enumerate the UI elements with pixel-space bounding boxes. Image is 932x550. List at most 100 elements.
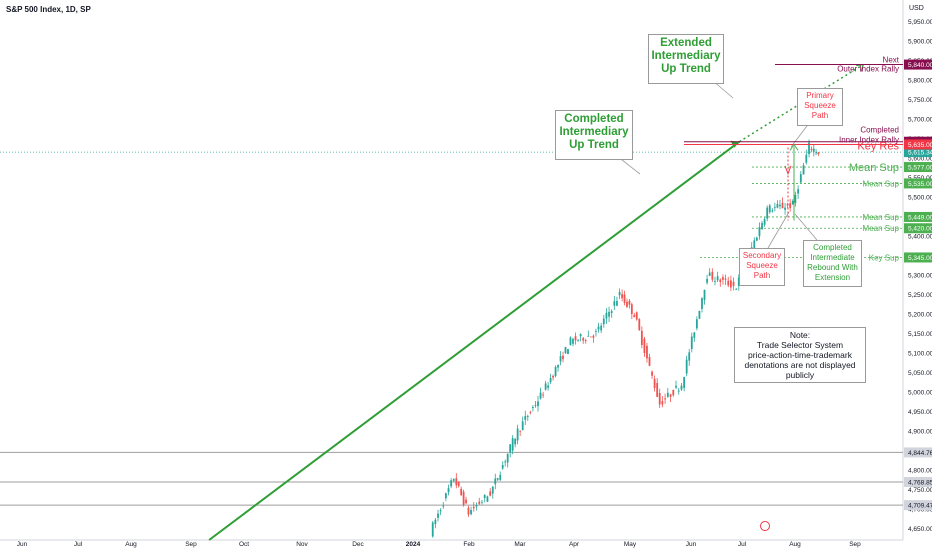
candle-body — [666, 392, 669, 397]
candle-body — [693, 332, 696, 338]
candle-body — [496, 478, 499, 480]
candle-body — [658, 393, 661, 405]
secondary-squeeze-callout: Secondary Squeeze Path — [739, 248, 785, 286]
y-tick-label: 5,750.00 — [908, 97, 932, 104]
extended-trend-line1: Extended — [660, 37, 712, 49]
candle-body — [509, 444, 512, 453]
candle-body — [805, 154, 808, 163]
current-price-tag — [904, 147, 932, 158]
candle-body — [569, 337, 572, 345]
candle-body — [648, 357, 651, 366]
candle-body — [640, 330, 643, 346]
candle-body — [613, 301, 616, 306]
candle-body — [610, 311, 613, 314]
candle-body — [486, 496, 489, 502]
candle-body — [481, 501, 483, 503]
candle-body — [491, 486, 494, 494]
candle-body — [766, 207, 769, 219]
candle-body — [618, 291, 621, 296]
completed-inner-label-2: Inner Index Rally — [839, 136, 899, 145]
candle-body — [592, 335, 595, 338]
candle-body — [467, 507, 470, 515]
candle-body — [478, 501, 481, 504]
candle-body — [758, 227, 761, 237]
y-tick-label: 5,150.00 — [908, 331, 932, 338]
completed-rebound-line4: Extension — [814, 273, 851, 282]
x-tick-label: Dec — [352, 541, 364, 548]
x-tick-label: May — [624, 541, 637, 548]
candle-body — [815, 152, 817, 154]
candle-body — [789, 203, 792, 208]
candle-body — [554, 366, 557, 377]
grey-level-value: 4,844.76 — [908, 450, 932, 457]
key-sup-label: Key Sup — [869, 253, 900, 262]
y-tick-label: 5,300.00 — [908, 273, 932, 280]
extended-trend-line2: Intermediary — [651, 50, 721, 62]
candle-body — [653, 378, 656, 389]
candle-body — [462, 491, 465, 505]
candle-body — [711, 271, 714, 280]
mean-sup-label: Mean Sup — [863, 224, 900, 233]
candle-body — [626, 301, 628, 307]
level-tag — [904, 178, 932, 189]
note-line1: Note: — [789, 330, 811, 340]
candle-body — [630, 304, 633, 315]
candle-body — [562, 355, 564, 360]
secondary-squeeze-line1: Secondary — [742, 251, 782, 260]
completed-rebound-line1: Completed — [813, 243, 852, 252]
note-line3: price-action-time-trademark — [748, 350, 852, 360]
candle-body — [651, 371, 653, 376]
primary-squeeze-line3: Path — [811, 111, 829, 120]
primary-squeeze-line1: Primary — [806, 91, 834, 100]
y-tick-label: 5,800.00 — [908, 78, 932, 85]
y-tick-label: 5,500.00 — [908, 195, 932, 202]
y-tick-label: 5,700.00 — [908, 117, 932, 124]
y-tick-label: 4,750.00 — [908, 487, 932, 494]
y-tick-label: 4,900.00 — [908, 428, 932, 435]
candle-body — [732, 281, 735, 286]
level-tag-value: 5,577.00 — [908, 165, 932, 172]
candle-body — [812, 148, 815, 152]
candle-body — [444, 493, 447, 499]
candle-body — [608, 311, 610, 317]
candle-body — [763, 219, 766, 225]
candle-body — [539, 392, 542, 399]
candle-body — [499, 474, 502, 480]
candle-body — [799, 174, 802, 183]
y-tick-label: 5,600.00 — [908, 156, 932, 163]
completed-trend-line1: Completed — [564, 113, 624, 125]
candle-body — [584, 340, 587, 341]
x-tick-label: Nov — [296, 541, 308, 548]
secondary-squeeze-arrow — [784, 165, 792, 176]
candle-body — [559, 356, 562, 362]
candle-body — [773, 206, 776, 208]
grey-level-tag — [904, 500, 932, 511]
level-tag-value: 5,635.00 — [908, 142, 932, 149]
candle-body — [677, 390, 680, 392]
candle-body — [516, 428, 519, 441]
level-tag-value: 5,345.00 — [908, 255, 932, 262]
completed-rebound-line3: Rebound With — [807, 263, 858, 272]
candle-body — [455, 478, 458, 486]
level-tag-value: 5,420.00 — [908, 226, 932, 233]
y-tick-label: 4,650.00 — [908, 526, 932, 533]
grey-level-tag — [904, 447, 932, 458]
candle-body — [506, 453, 509, 463]
candle-body — [526, 415, 529, 417]
primary-squeeze-line2: Squeeze — [804, 101, 836, 110]
next-rally-label-1: Next — [883, 56, 900, 65]
completed-rebound-line2: Intermediate — [810, 253, 855, 262]
candle-body — [597, 326, 600, 330]
candle-body — [643, 338, 646, 354]
candle-body — [646, 345, 648, 359]
level-tag — [904, 59, 932, 70]
candle-body — [680, 385, 683, 390]
completed-rebound-callout: Completed Intermediate Rebound With Exte… — [803, 240, 862, 287]
candle-body — [544, 383, 547, 390]
extended-trend-callout: Extended Intermediary Up Trend — [648, 34, 724, 84]
candle-body — [431, 522, 434, 537]
candle-body — [708, 272, 711, 276]
candle-body — [529, 412, 532, 413]
